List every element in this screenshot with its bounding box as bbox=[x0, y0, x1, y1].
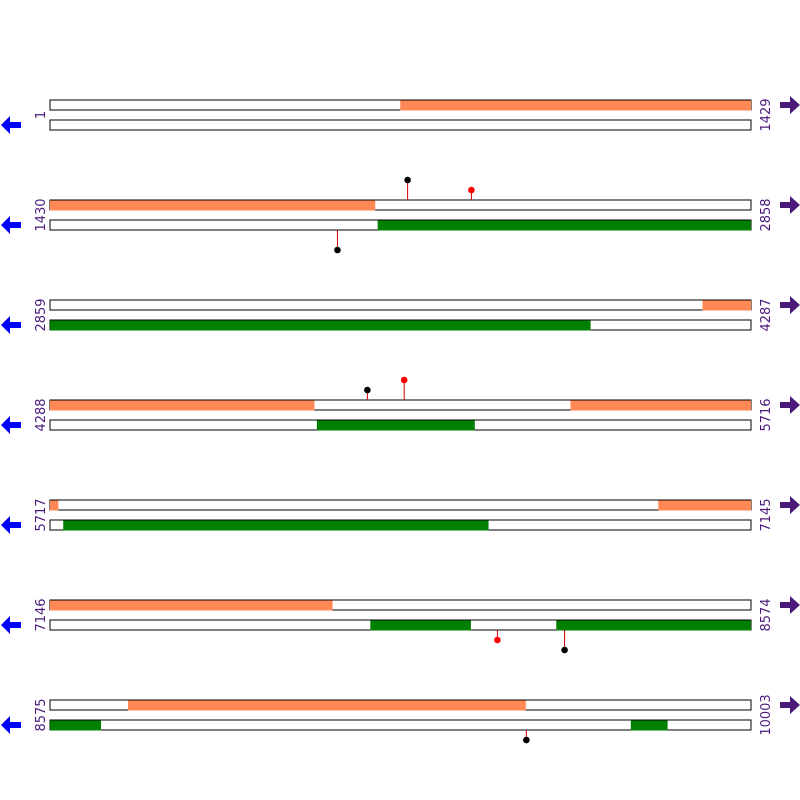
site-marker bbox=[400, 376, 408, 400]
row-start-label: 4288 bbox=[34, 398, 49, 431]
row-start-label: 7146 bbox=[34, 598, 49, 631]
row-end-label: 1429 bbox=[759, 98, 774, 131]
row-start-label: 1430 bbox=[34, 198, 49, 231]
bottom-feature bbox=[50, 320, 591, 331]
top-feature bbox=[50, 600, 333, 611]
top-feature bbox=[50, 500, 59, 511]
row-end-label: 8574 bbox=[759, 598, 774, 631]
top-strand bbox=[49, 299, 752, 311]
row-start-label: 8575 bbox=[34, 698, 49, 731]
row-end-label: 4287 bbox=[759, 298, 774, 331]
arrow-left-icon bbox=[1, 316, 21, 334]
bottom-feature bbox=[370, 620, 471, 631]
top-feature bbox=[50, 400, 315, 411]
site-marker bbox=[468, 186, 475, 200]
site-marker bbox=[561, 630, 568, 654]
top-feature bbox=[127, 700, 526, 711]
arrow-right-icon bbox=[780, 296, 800, 314]
arrow-left-icon bbox=[1, 716, 21, 734]
marker-dot bbox=[404, 176, 411, 184]
row-end-label: 10003 bbox=[759, 694, 774, 735]
top-feature bbox=[50, 200, 376, 211]
row-end-label: 5716 bbox=[759, 398, 774, 431]
site-marker bbox=[364, 386, 371, 400]
arrow-left-icon bbox=[1, 616, 21, 634]
sequence-row: 1430 2858 bbox=[1, 176, 800, 254]
site-marker bbox=[494, 630, 501, 644]
sequence-row: 7146 8574 bbox=[1, 596, 800, 654]
sequence-row: 8575 10003 bbox=[1, 694, 800, 744]
top-strand bbox=[49, 499, 752, 511]
arrow-right-icon bbox=[780, 396, 800, 414]
arrow-left-icon bbox=[1, 416, 21, 434]
arrow-left-icon bbox=[1, 516, 21, 534]
row-start-label: 2859 bbox=[34, 298, 49, 331]
row-start-label: 1 bbox=[34, 111, 49, 119]
row-end-label: 2858 bbox=[759, 198, 774, 231]
bottom-feature bbox=[556, 620, 751, 631]
marker-dot bbox=[364, 386, 371, 394]
arrow-right-icon bbox=[780, 696, 800, 714]
arrow-right-icon bbox=[780, 496, 800, 514]
marker-dot bbox=[523, 736, 530, 744]
bottom-feature bbox=[50, 720, 102, 731]
arrow-right-icon bbox=[780, 96, 800, 114]
marker-dot bbox=[334, 246, 341, 254]
arrow-left-icon bbox=[1, 116, 21, 134]
arrow-left-icon bbox=[1, 216, 21, 234]
marker-dot bbox=[494, 636, 501, 644]
sequence-row: 5717 7145 bbox=[1, 496, 800, 534]
site-marker bbox=[523, 730, 530, 744]
row-end-label: 7145 bbox=[759, 498, 774, 531]
sequence-row: 2859 4287 bbox=[1, 296, 800, 334]
top-feature bbox=[702, 300, 751, 311]
arrow-right-icon bbox=[780, 196, 800, 214]
site-marker bbox=[404, 176, 411, 200]
sequence-row: 4288 5716 bbox=[1, 376, 800, 434]
row-start-label: 5717 bbox=[34, 498, 49, 531]
sequence-row: 1 1429 bbox=[1, 96, 800, 134]
marker-dot bbox=[400, 376, 408, 384]
bottom-strand bbox=[49, 119, 752, 131]
arrow-right-icon bbox=[780, 596, 800, 614]
site-marker bbox=[334, 230, 341, 254]
marker-dot bbox=[561, 646, 568, 654]
marker-dot bbox=[468, 186, 475, 194]
top-feature bbox=[658, 500, 751, 511]
top-feature bbox=[400, 100, 751, 111]
bottom-feature bbox=[630, 720, 668, 731]
bottom-feature bbox=[63, 520, 489, 531]
top-feature bbox=[570, 400, 751, 411]
bottom-feature bbox=[377, 220, 751, 231]
bottom-feature bbox=[316, 420, 475, 431]
